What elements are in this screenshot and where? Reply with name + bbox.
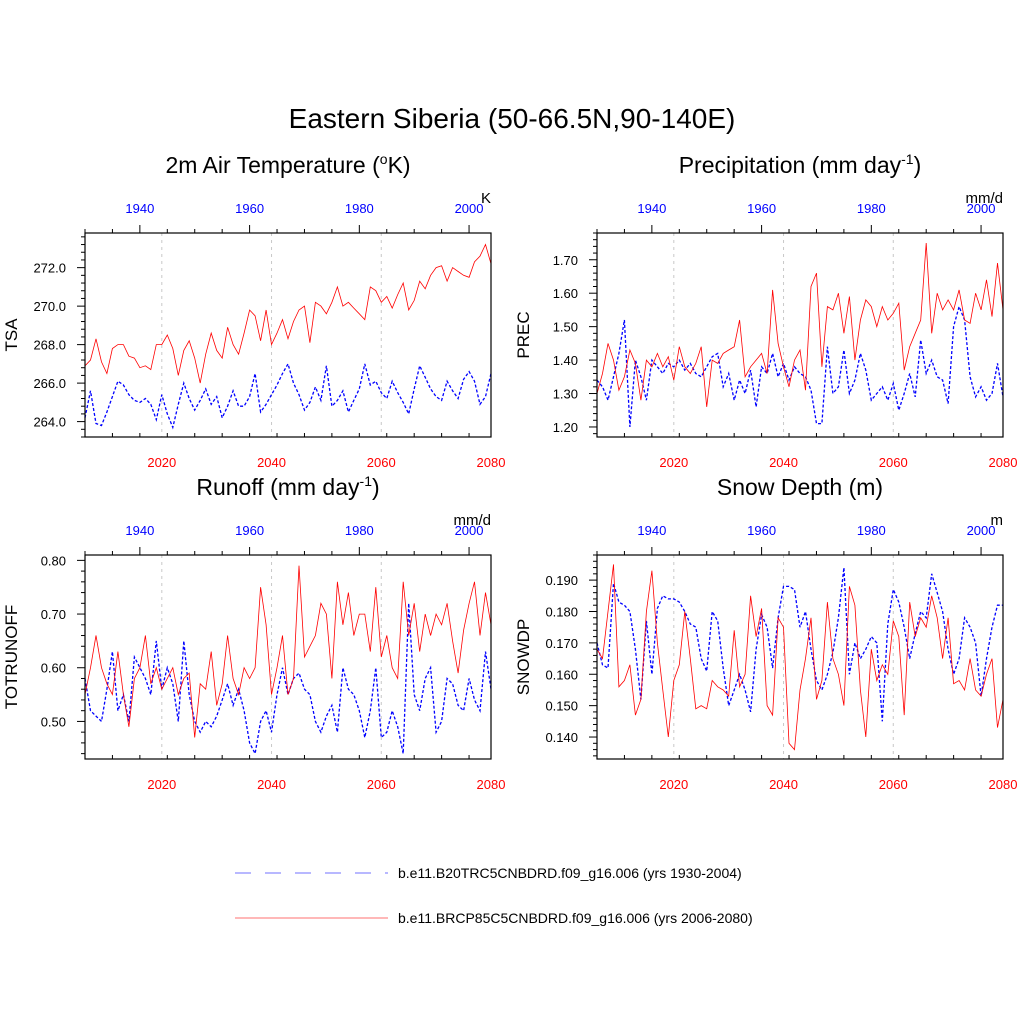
unit-label: m [991,512,1004,529]
y-tick-label: 0.60 [41,661,66,676]
panel-title-main: Snow Depth (m) [717,474,883,500]
x-tick-label-bottom: 2020 [659,777,688,792]
y-tick-label: 1.20 [553,420,578,435]
panel-snowdp: Snow Depth (m) m SNOWDP 2020 2040 2060 2080 194… [514,474,1017,792]
x-tick-label-bottom: 2060 [879,455,908,470]
y-tick-label: 1.50 [553,320,578,335]
x-tick-label-bottom: 2020 [147,455,176,470]
x-tick-label-bottom: 2040 [257,777,286,792]
panel-title: Runoff (mm day-1) [196,473,379,500]
x-tick-label-top: 1940 [637,201,666,216]
plot-frame [84,232,492,438]
panel-tsa: 2m Air Temperature (oK) K TSA 2020 2040 2060 2… [2,151,505,470]
unit-label: mm/d [454,512,492,529]
x-tick-label-bottom: 2060 [367,777,396,792]
unit-label: K [481,190,491,207]
x-tick-label-top: 2000 [455,523,484,538]
series-line-future [84,243,492,384]
y-tick-label: 0.50 [41,714,66,729]
x-tick-label-bottom: 2060 [367,455,396,470]
y-tick-label: 0.190 [545,573,578,588]
y-tick-label: 1.30 [553,387,578,402]
series-line-future [84,565,492,738]
x-tick-label-bottom: 2020 [659,455,688,470]
y-tick-label: 272.0 [33,261,66,276]
figure-title: Eastern Siberia (50-66.5N,90-140E) [289,103,736,134]
x-tick-label-top: 1940 [125,201,154,216]
y-tick-label: 1.40 [553,353,578,368]
series-line-future [596,564,1004,751]
y-tick-label: 1.70 [553,253,578,268]
plot-frame [596,232,1004,438]
x-tick-label-top: 1960 [235,523,264,538]
x-tick-label-bottom: 2080 [989,455,1018,470]
series-line-hist [84,362,492,430]
y-tick-label: 0.70 [41,607,66,622]
x-tick-label-bottom: 2080 [477,777,506,792]
series-line-hist [596,304,1004,428]
x-tick-label-top: 1980 [345,523,374,538]
panel-title-superscript: -1 [360,473,373,489]
panels: 2m Air Temperature (oK) K TSA 2020 2040 2060 2… [2,151,1017,792]
series-line-future [596,242,1004,407]
plot-frame [596,554,1004,760]
x-tick-label-top: 2000 [967,523,996,538]
x-tick-label-bottom: 2020 [147,777,176,792]
x-tick-label-bottom: 2080 [989,777,1018,792]
x-tick-label-top: 1940 [637,523,666,538]
x-tick-label-top: 1960 [747,201,776,216]
y-tick-label: 264.0 [33,415,66,430]
panel-prec: Precipitation (mm day-1) mm/d PREC 2020 2040… [514,151,1017,470]
x-tick-label-top: 1940 [125,523,154,538]
panel-title-main: 2m Air Temperature ( [165,152,380,178]
y-tick-label: 0.150 [545,699,578,714]
y-tick-label: 0.180 [545,604,578,619]
panel-title-tail: ) [372,474,380,500]
y-tick-label: 0.170 [545,636,578,651]
panel-title: Snow Depth (m) [717,474,883,500]
x-tick-label-top: 1960 [747,523,776,538]
panel-title: Precipitation (mm day-1) [679,151,922,178]
legend-label-hist: b.e11.B20TRC5CNBDRD.f09_g16.006 (yrs 193… [398,865,742,881]
y-tick-label: 270.0 [33,299,66,314]
panel-title-superscript: -1 [901,151,914,167]
panel-title-tail: K) [388,152,411,178]
x-tick-label-bottom: 2040 [769,455,798,470]
series-line-hist [596,567,1003,722]
panel-totrunoff: Runoff (mm day-1) mm/d TOTRUNOFF 2020 2040 20… [2,473,505,792]
series-line-hist [84,603,492,756]
panel-title-main: Precipitation (mm day [679,152,902,178]
legend-label-future: b.e11.BRCP85C5CNBDRD.f09_g16.006 (yrs 20… [398,910,753,926]
y-axis-label: TOTRUNOFF [2,605,21,710]
x-tick-label-bottom: 2040 [257,455,286,470]
y-tick-label: 266.0 [33,376,66,391]
x-tick-label-top: 2000 [967,201,996,216]
y-axis-label: SNOWDP [514,619,533,696]
x-tick-label-top: 1960 [235,201,264,216]
x-tick-label-top: 1980 [857,523,886,538]
panel-title-superscript: o [380,151,388,167]
x-tick-label-bottom: 2080 [477,455,506,470]
panel-title-main: Runoff (mm day [196,474,360,500]
y-tick-label: 0.140 [545,730,578,745]
y-tick-label: 0.80 [41,553,66,568]
panel-title-tail: ) [914,152,922,178]
x-tick-label-bottom: 2060 [879,777,908,792]
y-tick-label: 1.60 [553,286,578,301]
plot-frame [84,554,492,760]
y-tick-label: 0.160 [545,667,578,682]
legend: b.e11.B20TRC5CNBDRD.f09_g16.006 (yrs 193… [235,865,753,926]
x-tick-label-bottom: 2040 [769,777,798,792]
unit-label: mm/d [966,190,1004,207]
y-axis-label: PREC [514,311,533,358]
x-tick-label-top: 1980 [345,201,374,216]
y-axis-label: TSA [2,318,21,352]
x-tick-label-top: 2000 [455,201,484,216]
x-tick-label-top: 1980 [857,201,886,216]
panel-title: 2m Air Temperature (oK) [165,151,410,178]
y-tick-label: 268.0 [33,338,66,353]
